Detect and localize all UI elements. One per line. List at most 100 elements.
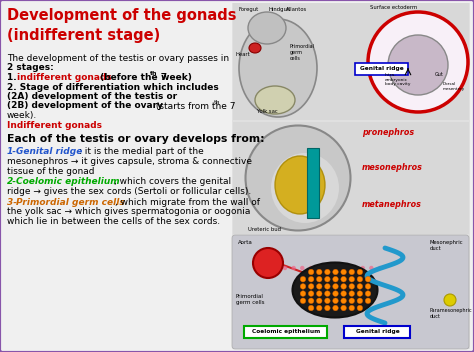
Circle shape — [349, 269, 355, 275]
Bar — [233, 122, 469, 234]
Circle shape — [333, 276, 338, 282]
Circle shape — [308, 269, 314, 275]
Ellipse shape — [255, 86, 295, 114]
Circle shape — [317, 298, 322, 303]
Text: Ureteric bud: Ureteric bud — [248, 227, 281, 232]
Circle shape — [318, 266, 322, 270]
Text: 2 stages:: 2 stages: — [7, 63, 54, 73]
Circle shape — [317, 284, 322, 289]
Circle shape — [333, 284, 338, 289]
Bar — [233, 3, 469, 120]
Circle shape — [325, 284, 330, 289]
Ellipse shape — [239, 19, 317, 117]
Circle shape — [365, 276, 371, 282]
Text: the yolk sac → which gives spermatogonia or oogonia: the yolk sac → which gives spermatogonia… — [7, 207, 250, 216]
Text: Primordial germ cells: Primordial germ cells — [16, 198, 125, 207]
Text: Each of the testis or ovary develops from:: Each of the testis or ovary develops fro… — [7, 133, 264, 144]
Text: 2. Stage of differentiation which includes: 2. Stage of differentiation which includ… — [7, 82, 219, 92]
Circle shape — [444, 294, 456, 306]
Circle shape — [325, 276, 330, 282]
FancyBboxPatch shape — [245, 326, 328, 338]
Text: Yolk sac: Yolk sac — [257, 109, 278, 114]
Text: Dorsal
mesentery: Dorsal mesentery — [443, 82, 465, 90]
Circle shape — [325, 305, 330, 311]
Text: Development of the gonads: Development of the gonads — [7, 8, 237, 23]
Bar — [307, 148, 319, 218]
Bar — [232, 3, 470, 349]
Text: Surface ectoderm: Surface ectoderm — [370, 5, 417, 10]
Circle shape — [361, 266, 365, 270]
Ellipse shape — [271, 153, 339, 223]
Circle shape — [341, 276, 346, 282]
Ellipse shape — [275, 156, 325, 214]
Text: (before the 7: (before the 7 — [97, 73, 167, 82]
Circle shape — [357, 269, 363, 275]
Circle shape — [357, 305, 363, 311]
Text: : it is the medial part of the: : it is the medial part of the — [79, 147, 204, 157]
Circle shape — [369, 266, 374, 270]
Text: (starts from the 7: (starts from the 7 — [153, 101, 236, 111]
Circle shape — [325, 298, 330, 303]
Circle shape — [341, 291, 346, 296]
FancyBboxPatch shape — [232, 235, 469, 349]
Text: Coelomic epithelium: Coelomic epithelium — [16, 177, 119, 187]
Circle shape — [300, 284, 306, 289]
Circle shape — [283, 266, 287, 270]
Circle shape — [341, 305, 346, 311]
Circle shape — [326, 266, 330, 270]
Circle shape — [357, 276, 363, 282]
Circle shape — [325, 291, 330, 296]
Circle shape — [308, 305, 314, 311]
Circle shape — [357, 291, 363, 296]
Circle shape — [349, 298, 355, 303]
Text: Intra-
embryonic
body cavity: Intra- embryonic body cavity — [385, 73, 410, 86]
Circle shape — [308, 298, 314, 303]
Circle shape — [349, 284, 355, 289]
Circle shape — [300, 266, 304, 270]
Text: th: th — [214, 100, 220, 105]
Circle shape — [378, 266, 382, 270]
Ellipse shape — [249, 43, 261, 53]
Text: , which covers the genital: , which covers the genital — [114, 177, 231, 187]
Circle shape — [308, 284, 314, 289]
Text: which lie in between the cells of the sex cords.: which lie in between the cells of the se… — [7, 217, 220, 226]
Circle shape — [333, 298, 338, 303]
Circle shape — [349, 291, 355, 296]
Text: Primordial
germ cells: Primordial germ cells — [236, 294, 264, 305]
Text: indifferent gonads: indifferent gonads — [17, 73, 112, 82]
Text: 1.: 1. — [7, 73, 20, 82]
Text: Genital ridge: Genital ridge — [360, 66, 404, 71]
Text: Foregut: Foregut — [239, 7, 259, 12]
Circle shape — [309, 266, 313, 270]
Circle shape — [335, 266, 339, 270]
Text: 1-: 1- — [7, 147, 17, 157]
Text: week): week) — [158, 73, 192, 82]
Circle shape — [349, 276, 355, 282]
Text: Indifferent gonads: Indifferent gonads — [7, 120, 102, 130]
Circle shape — [317, 291, 322, 296]
Circle shape — [341, 284, 346, 289]
Text: Genital ridge: Genital ridge — [16, 147, 82, 157]
Circle shape — [365, 284, 371, 289]
Circle shape — [365, 298, 371, 303]
Circle shape — [253, 248, 283, 278]
Text: ridge → gives the sex cords (Sertoli or follicular cells).: ridge → gives the sex cords (Sertoli or … — [7, 187, 251, 196]
Text: Primordial
germ
cells: Primordial germ cells — [290, 44, 315, 61]
Circle shape — [317, 269, 322, 275]
Text: Allantos: Allantos — [286, 7, 307, 12]
Text: week).: week). — [7, 111, 37, 120]
Text: pronephros: pronephros — [362, 128, 414, 137]
Text: Hindgut: Hindgut — [269, 7, 290, 12]
Circle shape — [388, 35, 448, 95]
Circle shape — [333, 269, 338, 275]
Circle shape — [300, 291, 306, 296]
FancyBboxPatch shape — [345, 326, 410, 338]
Circle shape — [300, 298, 306, 303]
Circle shape — [333, 291, 338, 296]
Ellipse shape — [246, 126, 350, 231]
Text: mesonephros: mesonephros — [362, 163, 423, 172]
Circle shape — [341, 269, 346, 275]
Circle shape — [317, 305, 322, 311]
Circle shape — [308, 276, 314, 282]
Circle shape — [357, 284, 363, 289]
